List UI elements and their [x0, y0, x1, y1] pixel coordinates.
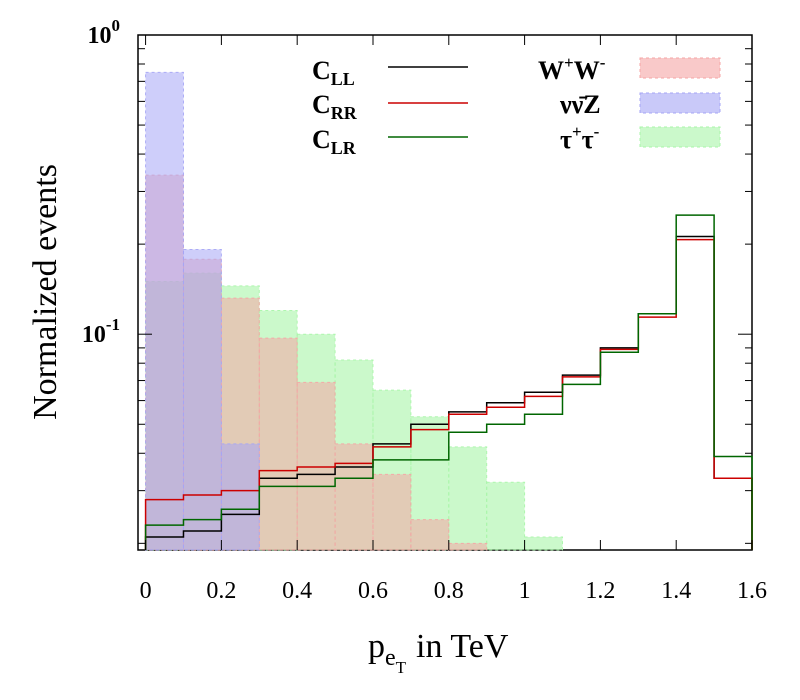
legend-swatch-ww — [639, 57, 721, 79]
x-tick-label: 1.4 — [661, 578, 691, 604]
x-tick-labels: 0 0.2 0.4 0.6 0.8 1 1.2 1.4 1.6 — [140, 578, 767, 604]
x-tick-label: 0.8 — [434, 578, 464, 604]
bar-z-1 — [182, 248, 222, 551]
bar-z-0 — [145, 71, 184, 551]
bar-ww-3 — [258, 337, 298, 551]
x-tick-label: 0.2 — [206, 578, 236, 604]
x-tick-label: 1.2 — [585, 578, 615, 604]
bar-ww-7 — [410, 519, 450, 551]
x-tick-label: 1 — [519, 578, 531, 604]
line-series-group — [144, 214, 753, 550]
legend-label-clr: CLR — [312, 125, 357, 158]
y-tick-label: 10-1 — [82, 315, 120, 348]
legend-swatch-tautau — [639, 126, 721, 148]
y-axis-title: Normalized events — [27, 164, 64, 420]
legend-label-ww: W+W- — [538, 53, 606, 85]
bar--9 — [486, 481, 526, 551]
bar--10 — [524, 536, 563, 551]
bar--8 — [448, 446, 488, 551]
x-axis-title-suffix: in TeV — [416, 628, 509, 665]
line-clr — [144, 214, 753, 550]
y-tick-label: 100 — [88, 16, 121, 49]
legend-fills: W+W- νν̄Z τ+τ- — [538, 53, 721, 154]
x-tick-label: 0.6 — [358, 578, 388, 604]
legend-label-nunuz: νν̄Z — [559, 90, 601, 119]
bar-z-2 — [220, 443, 260, 551]
bar-ww-6 — [372, 473, 412, 551]
legend-label-cll: CLL — [312, 56, 355, 89]
x-axis-title: peTin TeV — [368, 628, 509, 677]
y-tick-labels: 100 10-1 — [82, 16, 120, 348]
x-axis-title-subsub: T — [396, 658, 407, 677]
x-axis-title-main: p — [368, 628, 385, 665]
legend-lines: CLL CRR CLR — [312, 56, 468, 158]
filled-series-group — [145, 71, 563, 551]
bar-ww-8 — [448, 542, 488, 551]
legend-label-tautau: τ+τ- — [560, 122, 600, 154]
tick-marks — [138, 34, 753, 550]
line-crr — [144, 238, 753, 550]
x-tick-label: 0.4 — [282, 578, 312, 604]
legend-label-crr: CRR — [312, 90, 358, 123]
legend-swatch-nunuz — [639, 92, 721, 114]
x-axis-title-sub: e — [385, 645, 396, 671]
x-tick-label: 0 — [140, 578, 152, 604]
x-tick-label: 1.6 — [737, 578, 767, 604]
bar-ww-5 — [334, 443, 374, 551]
